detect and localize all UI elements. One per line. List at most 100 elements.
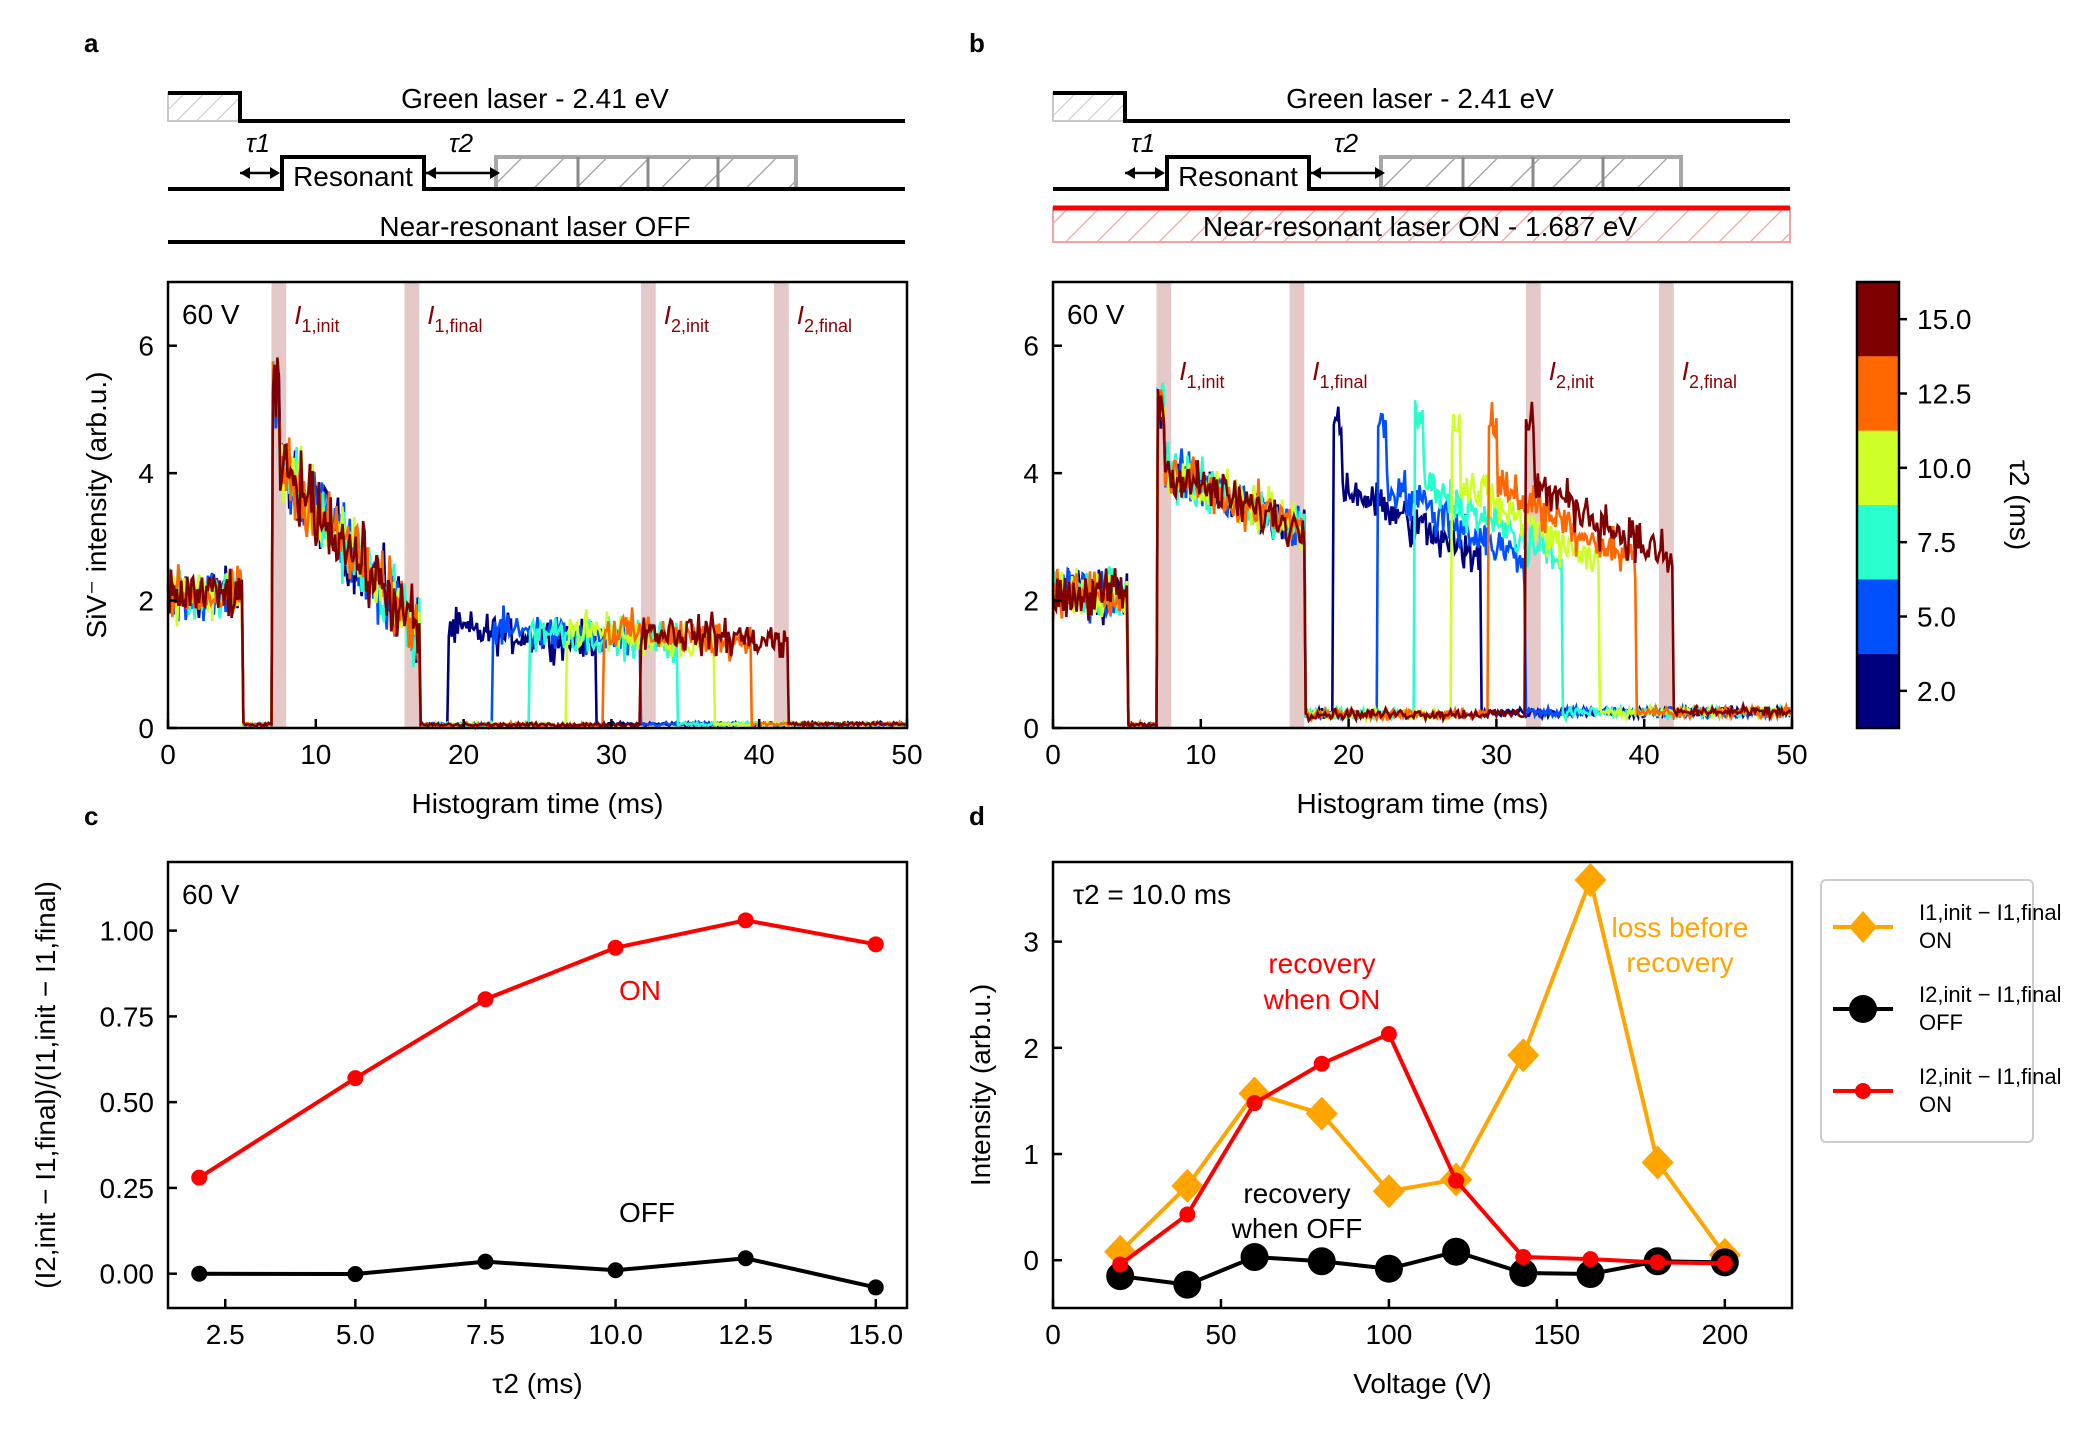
x-tick-label: 12.5: [718, 1319, 773, 1350]
x-tick-label: 10.0: [588, 1319, 643, 1350]
off-annotation: OFF: [619, 1197, 675, 1228]
x-axis-label: τ2 (ms): [492, 1368, 582, 1399]
data-point-diamond: [1507, 1038, 1540, 1073]
tau1-label: τ1: [1131, 128, 1155, 158]
x-tick-label: 40: [1629, 739, 1660, 770]
colorbar-tick-label: 12.5: [1917, 379, 1972, 410]
data-point-dot: [1649, 1254, 1666, 1271]
colorbar-segment: [1857, 282, 1899, 357]
near-resonant-hatch: [1052, 207, 1791, 243]
data-point-circle: [1576, 1260, 1605, 1289]
data-point-diamond: [1238, 1076, 1271, 1111]
data-point-dot: [1448, 1172, 1465, 1189]
axes-frame: [1051, 280, 1794, 730]
y-tick-label: 0.00: [100, 1259, 155, 1290]
data-point-on: [737, 912, 754, 929]
corner-label: 60 V: [182, 879, 240, 910]
x-axis-label: Voltage (V): [1353, 1368, 1492, 1399]
y-axis-label: Intensity (arb.u.): [965, 984, 996, 1186]
legend-label-1b: ON: [1919, 928, 1952, 953]
x-tick-label: 20: [1333, 739, 1364, 770]
y-tick-label: 0.50: [100, 1087, 155, 1118]
recovery-on-annotation-line2: when ON: [1263, 984, 1381, 1015]
y-tick-label: 6: [138, 331, 154, 362]
near-resonant-label: Near-resonant laser OFF: [379, 211, 690, 242]
data-point-dot: [1313, 1055, 1330, 1072]
data-point-dot: [1582, 1251, 1599, 1268]
window-shade: [1658, 282, 1674, 728]
legend-marker-diamond: [1849, 911, 1877, 943]
corner-label: 60 V: [182, 299, 240, 330]
green-laser-label: Green laser - 2.41 eV: [401, 83, 669, 114]
series-line-on: [198, 918, 877, 1180]
colorbar-segment: [1857, 653, 1899, 728]
y-tick-label: 4: [1023, 458, 1039, 489]
colorbar: 2.0 5.0 7.5 10.0 12.5 15.0 τ2 (ms): [1855, 280, 2035, 730]
data-point-circle: [1106, 1262, 1135, 1291]
tau2-label: τ2: [1334, 128, 1359, 158]
window-label: I2,final: [1682, 356, 1737, 392]
legend-label-3a: I2,init − I1,final: [1919, 1064, 2061, 1089]
y-tick-label: 3: [1023, 927, 1039, 958]
x-tick-label: 20: [448, 739, 479, 770]
x-tick-label: 10: [300, 739, 331, 770]
x-tick-label: 30: [596, 739, 627, 770]
colorbar-tick-label: 15.0: [1917, 304, 1972, 335]
x-tick-label: 0: [1045, 1319, 1061, 1350]
data-point-diamond: [1171, 1168, 1204, 1203]
colorbar-tick-label: 2.0: [1917, 676, 1956, 707]
near-resonant-label: Near-resonant laser ON - 1.687 eV: [1203, 211, 1638, 242]
on-annotation: ON: [619, 975, 661, 1006]
data-point-on: [347, 1070, 364, 1087]
x-axis-label: Histogram time (ms): [411, 788, 663, 819]
data-point-off: [867, 1279, 884, 1296]
legend-d: I1,init − I1,final ON I2,init − I1,final…: [1820, 879, 2061, 1143]
y-tick-label: 2: [1023, 586, 1039, 617]
x-tick-label: 50: [1205, 1319, 1236, 1350]
series-line-1: [1119, 1249, 1725, 1287]
recovery-on-annotation-line1: recovery: [1268, 948, 1375, 979]
x-tick-label: 15.0: [849, 1319, 904, 1350]
data-point-circle: [1240, 1243, 1269, 1272]
corner-label: τ2 = 10.0 ms: [1073, 879, 1231, 910]
data-point-off: [347, 1266, 364, 1283]
data-point-circle: [1374, 1254, 1403, 1283]
window-shade: [1289, 282, 1305, 728]
y-tick-label: 4: [138, 458, 154, 489]
data-point-circle: [1442, 1237, 1471, 1266]
x-tick-label: 5.0: [336, 1319, 375, 1350]
resonant-line: [1053, 155, 1790, 191]
x-tick-label: 0: [1045, 739, 1061, 770]
green-laser-line: [1053, 91, 1790, 123]
data-point-off: [607, 1262, 624, 1279]
x-tick-label: 2.5: [206, 1319, 245, 1350]
legend-label-3b: ON: [1919, 1092, 1952, 1117]
window-label: I2,init: [1549, 356, 1594, 392]
panel-label-a: a: [84, 28, 99, 58]
timing-diagram-b: Green laser - 2.41 eV Resonant τ1 τ2 Nea…: [1052, 83, 1791, 243]
plot-c: 2.5 5.0 7.5 10.0 12.5 15.0 0.00 0.25 0.50 0.75 1.0…: [30, 860, 909, 1399]
data-point-dot: [1515, 1249, 1532, 1266]
plot-d: 0 50 100 150 200 0 1 2 3 τ2 = 10.0 ms Voltage (V) I…: [965, 860, 1794, 1399]
data-point-circle: [1509, 1258, 1538, 1287]
panel-label-c: c: [84, 801, 98, 831]
axes-frame: [166, 860, 909, 1310]
colorbar-segment: [1857, 579, 1899, 654]
y-tick-label: 0: [138, 713, 154, 744]
panel-label-d: d: [969, 801, 985, 831]
series-line-off: [199, 1256, 877, 1290]
window-shade: [773, 282, 789, 728]
x-tick-label: 30: [1481, 739, 1512, 770]
legend-label-1a: I1,init − I1,final: [1919, 900, 2061, 925]
data-point-on: [607, 939, 624, 956]
series-line-tau2-12.5: [1051, 389, 1792, 729]
y-tick-label: 0.25: [100, 1173, 155, 1204]
y-tick-label: 0: [1023, 713, 1039, 744]
data-point-diamond: [1305, 1096, 1338, 1131]
recovery-off-annotation-line2: when OFF: [1231, 1213, 1363, 1244]
resonant-repeat-pulses: [494, 155, 798, 191]
x-tick-label: 50: [1776, 739, 1807, 770]
green-laser-label: Green laser - 2.41 eV: [1286, 83, 1554, 114]
series-line-tau2-15.0: [166, 357, 907, 730]
